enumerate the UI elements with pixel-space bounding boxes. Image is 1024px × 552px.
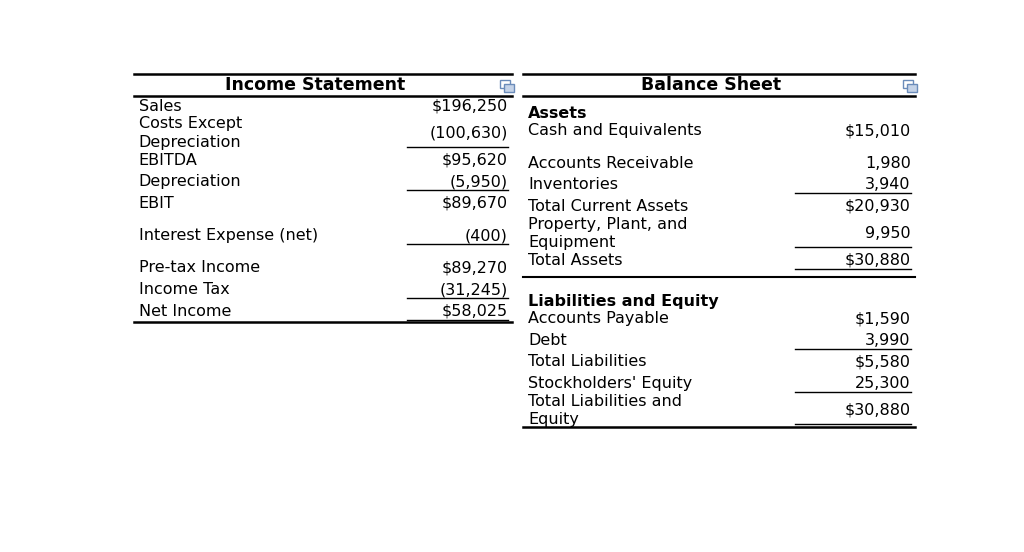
Text: Costs Except
Depreciation: Costs Except Depreciation [139, 116, 242, 150]
Text: Balance Sheet: Balance Sheet [641, 76, 781, 94]
FancyBboxPatch shape [504, 84, 514, 92]
Text: 3,940: 3,940 [865, 177, 910, 192]
Text: Accounts Receivable: Accounts Receivable [528, 156, 693, 171]
Text: $58,025: $58,025 [441, 304, 508, 319]
FancyBboxPatch shape [907, 84, 916, 92]
Text: Interest Expense (net): Interest Expense (net) [139, 228, 318, 243]
FancyBboxPatch shape [903, 80, 913, 88]
Text: 3,990: 3,990 [865, 333, 910, 348]
Text: (100,630): (100,630) [429, 126, 508, 141]
FancyBboxPatch shape [500, 80, 510, 88]
Text: $30,880: $30,880 [845, 253, 910, 268]
Text: Assets: Assets [528, 107, 588, 121]
Text: Stockholders' Equity: Stockholders' Equity [528, 376, 692, 391]
Text: Sales: Sales [139, 99, 181, 114]
Text: Property, Plant, and
Equipment: Property, Plant, and Equipment [528, 216, 687, 250]
Text: (400): (400) [465, 228, 508, 243]
Text: $89,270: $89,270 [441, 261, 508, 275]
Text: Debt: Debt [528, 333, 566, 348]
Text: Pre-tax Income: Pre-tax Income [139, 261, 260, 275]
Text: Cash and Equivalents: Cash and Equivalents [528, 124, 701, 139]
Text: $1,590: $1,590 [855, 311, 910, 326]
Text: $15,010: $15,010 [845, 124, 910, 139]
Text: $20,930: $20,930 [845, 199, 910, 214]
Text: EBITDA: EBITDA [139, 153, 198, 168]
Text: 9,950: 9,950 [865, 226, 910, 241]
Text: $196,250: $196,250 [431, 99, 508, 114]
Text: 25,300: 25,300 [855, 376, 910, 391]
Text: 1,980: 1,980 [865, 156, 910, 171]
Text: Accounts Payable: Accounts Payable [528, 311, 669, 326]
Text: Liabilities and Equity: Liabilities and Equity [528, 294, 719, 309]
Text: EBIT: EBIT [139, 196, 175, 211]
Text: Depreciation: Depreciation [139, 174, 242, 189]
Text: Total Liabilities and
Equity: Total Liabilities and Equity [528, 394, 682, 427]
Text: (31,245): (31,245) [439, 282, 508, 297]
Text: Inventories: Inventories [528, 177, 617, 192]
Text: Total Liabilities: Total Liabilities [528, 354, 646, 369]
Text: Net Income: Net Income [139, 304, 231, 319]
Text: Total Assets: Total Assets [528, 253, 623, 268]
Text: $95,620: $95,620 [441, 153, 508, 168]
Text: $30,880: $30,880 [845, 403, 910, 418]
Text: Total Current Assets: Total Current Assets [528, 199, 688, 214]
Text: (5,950): (5,950) [450, 174, 508, 189]
Text: $5,580: $5,580 [855, 354, 910, 369]
Text: Income Statement: Income Statement [224, 76, 404, 94]
Text: $89,670: $89,670 [441, 196, 508, 211]
Text: Income Tax: Income Tax [139, 282, 229, 297]
